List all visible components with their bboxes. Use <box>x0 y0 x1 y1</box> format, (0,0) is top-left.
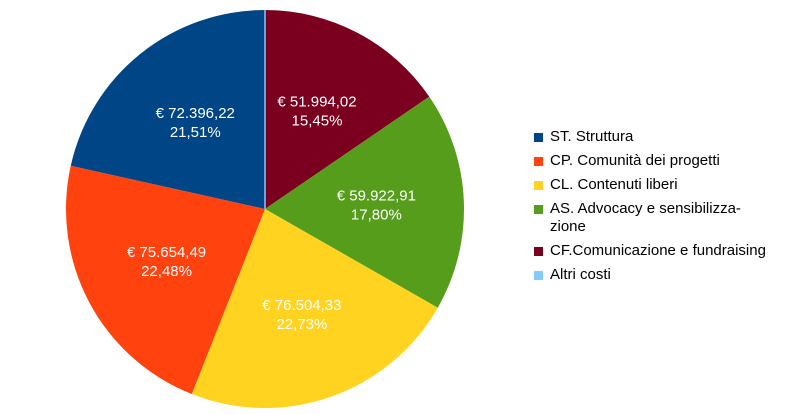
legend-label-altri-costi: Altri costi <box>550 266 611 283</box>
legend-item-altri-costi: Altri costi <box>534 266 796 284</box>
pie-slice-cf-comunicazione-e-fundraising <box>265 10 430 209</box>
legend-label-contenuti-liberi: CL. Contenuti liberi <box>550 176 678 193</box>
legend-swatch-struttura <box>534 133 543 142</box>
legend: ST. Struttura CP. Comunità dei progetti … <box>534 128 796 290</box>
legend-label-struttura: ST. Struttura <box>550 128 634 145</box>
legend-swatch-contenuti-liberi <box>534 181 543 190</box>
legend-label-advocacy: AS. Advocacy e sensibilizza- zione <box>550 200 741 235</box>
legend-item-comunicazione-fundraising: CF.Comunicazione e fundraising <box>534 242 796 260</box>
slice-value-label-cl-contenuti-liberi: € 76.504,33 <box>262 297 341 314</box>
pie-slice-st-struttura <box>70 10 265 209</box>
legend-swatch-comunicazione-fundraising <box>534 247 543 256</box>
slice-value-label-as-advocacy-e-sensibilizza-zione: € 59.922,91 <box>337 188 416 205</box>
legend-item-comunita-progetti: CP. Comunità dei progetti <box>534 152 796 170</box>
pie-slice-as-advocacy-e-sensibilizza-zione <box>265 96 464 308</box>
slice-percent-label-cp-comunit-dei-progetti: 22,48% <box>141 263 192 280</box>
legend-swatch-comunita-progetti <box>534 157 543 166</box>
legend-swatch-advocacy <box>534 205 543 214</box>
slice-value-label-st-struttura: € 72.396,22 <box>156 105 235 122</box>
pie-slice-cl-contenuti-liberi <box>191 209 438 408</box>
legend-label-comunita-progetti: CP. Comunità dei progetti <box>550 152 720 169</box>
slice-percent-label-cl-contenuti-liberi: 22,73% <box>276 316 327 333</box>
slice-percent-label-cf-comunicazione-e-fundraising: 15,45% <box>292 112 343 129</box>
slice-value-label-cf-comunicazione-e-fundraising: € 51.994,02 <box>277 93 356 110</box>
legend-item-advocacy: AS. Advocacy e sensibilizza- zione <box>534 200 796 236</box>
slice-percent-label-st-struttura: 21,51% <box>170 124 221 141</box>
legend-swatch-altri-costi <box>534 271 543 280</box>
pie-slice-cp-comunit-dei-progetti <box>66 165 266 395</box>
legend-item-contenuti-liberi: CL. Contenuti liberi <box>534 176 796 194</box>
slice-value-label-cp-comunit-dei-progetti: € 75.654,49 <box>127 244 206 261</box>
legend-label-comunicazione-fundraising: CF.Comunicazione e fundraising <box>550 242 766 259</box>
legend-item-struttura: ST. Struttura <box>534 128 796 146</box>
slice-percent-label-as-advocacy-e-sensibilizza-zione: 17,80% <box>351 207 402 224</box>
